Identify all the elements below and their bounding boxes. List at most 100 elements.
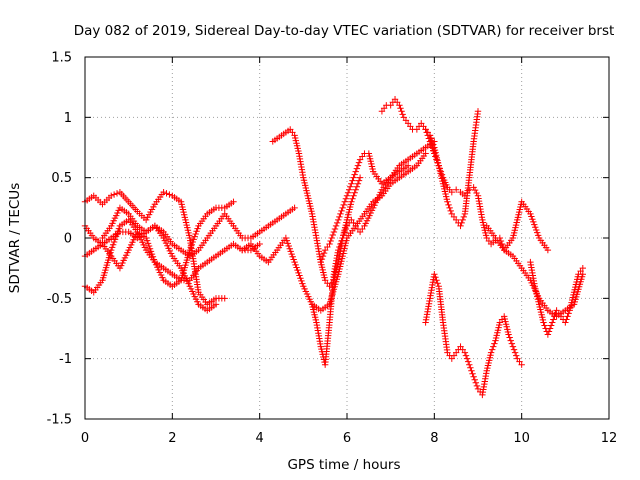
data-point-track-c [194, 225, 201, 232]
data-point-track-i [319, 252, 327, 260]
data-point-track-o [541, 322, 548, 329]
data-point-track-m [468, 367, 475, 374]
data-point-track-k [474, 108, 482, 115]
data-point-track-f [297, 275, 304, 282]
data-point-track-i [343, 192, 351, 199]
data-point-track-l [437, 168, 445, 175]
data-point-track-o [546, 325, 554, 332]
data-point-track-k [444, 198, 451, 205]
data-point-track-d [113, 230, 121, 238]
data-point-track-i [317, 258, 324, 266]
data-point-track-o [564, 313, 571, 320]
data-point-track-c [186, 246, 193, 254]
data-point-track-h [342, 225, 350, 233]
data-point-track-a [160, 188, 167, 196]
chart-title: Day 082 of 2019, Sidereal Day-to-day VTE… [74, 23, 615, 39]
data-point-track-j [399, 111, 406, 118]
data-point-track-k [460, 213, 468, 221]
data-point-track-i [340, 201, 347, 209]
data-point-track-d [108, 246, 115, 254]
data-point-track-h [340, 231, 347, 239]
data-point-track-m [461, 349, 469, 356]
data-point-track-i [329, 231, 337, 239]
data-point-track-h [338, 237, 345, 245]
data-point-track-h [404, 162, 412, 169]
data-point-track-m [463, 355, 471, 362]
data-point-track-l [433, 156, 440, 163]
data-point-track-m [472, 379, 480, 386]
data-point-track-i [354, 162, 362, 169]
data-point-track-l [436, 165, 443, 172]
data-point-track-g [356, 174, 364, 181]
data-point-track-m [466, 361, 473, 368]
data-point-track-c [191, 233, 198, 240]
data-point-track-f [295, 269, 302, 277]
data-point-track-m [506, 334, 513, 341]
data-point-track-l [530, 218, 537, 226]
y-axis-label: SDTVAR / TECUs [7, 183, 23, 293]
data-point-track-j [398, 108, 405, 115]
y-tick-label: 1.5 [51, 51, 72, 66]
grid [85, 57, 609, 419]
x-tick-label: 12 [601, 431, 618, 446]
x-axis-label: GPS time / hours [287, 457, 400, 473]
data-point-track-h [339, 234, 346, 242]
data-point-track-i [338, 207, 345, 215]
data-point-track-a [166, 191, 173, 198]
data-point-track-a [221, 295, 228, 302]
data-point-track-m [490, 343, 497, 350]
data-point-track-i [353, 165, 361, 172]
data-point-track-l [528, 213, 535, 220]
data-point-track-i [350, 174, 357, 181]
data-point-track-f [292, 261, 299, 269]
data-point-track-g [349, 195, 356, 202]
data-point-track-m [507, 337, 514, 344]
data-point-track-i [345, 186, 353, 193]
data-point-track-d [110, 238, 118, 246]
data-point-track-f [290, 256, 297, 263]
data-point-track-g [353, 183, 361, 190]
data-point-track-l [431, 150, 438, 157]
data-point-track-i [331, 225, 339, 233]
data-point-track-i [352, 168, 359, 175]
data-point-track-a [163, 190, 170, 197]
data-point-track-d [111, 236, 119, 243]
data-point-track-c [189, 238, 196, 246]
data-point-track-j [397, 105, 404, 112]
data-point-track-i [349, 177, 356, 184]
data-point-track-c [187, 244, 194, 251]
data-point-track-m [518, 361, 525, 368]
data-point-track-f [283, 237, 291, 244]
data-point-track-i [335, 216, 342, 224]
data-point-track-c [192, 230, 199, 238]
data-marks [81, 96, 586, 399]
data-point-track-c [145, 242, 153, 250]
x-tick-label: 2 [168, 431, 176, 446]
data-point-track-m [434, 280, 441, 287]
data-point-track-l [544, 246, 552, 254]
data-point-track-k [457, 222, 464, 230]
data-point-track-o [562, 319, 569, 326]
data-point-track-l [452, 186, 460, 193]
data-point-track-l [532, 224, 539, 231]
data-point-track-i [330, 228, 338, 236]
data-point-track-f [285, 242, 292, 250]
data-point-track-i [326, 240, 333, 248]
data-point-track-h [337, 240, 344, 248]
data-point-track-o [549, 319, 556, 326]
y-tick-label: -0.5 [47, 292, 72, 307]
data-point-track-l [531, 221, 538, 228]
data-point-track-m [462, 352, 470, 359]
data-point-track-a [110, 191, 118, 198]
data-point-track-l [448, 188, 455, 196]
data-point-track-c [230, 198, 237, 205]
data-point-track-l [527, 210, 534, 218]
data-point-track-i [341, 198, 349, 205]
data-point-track-o [545, 328, 553, 335]
data-point-track-g [352, 186, 359, 193]
data-point-track-m [505, 331, 512, 338]
data-point-track-o [551, 313, 558, 320]
data-point-track-i [347, 183, 354, 190]
data-point-track-l [533, 229, 541, 236]
